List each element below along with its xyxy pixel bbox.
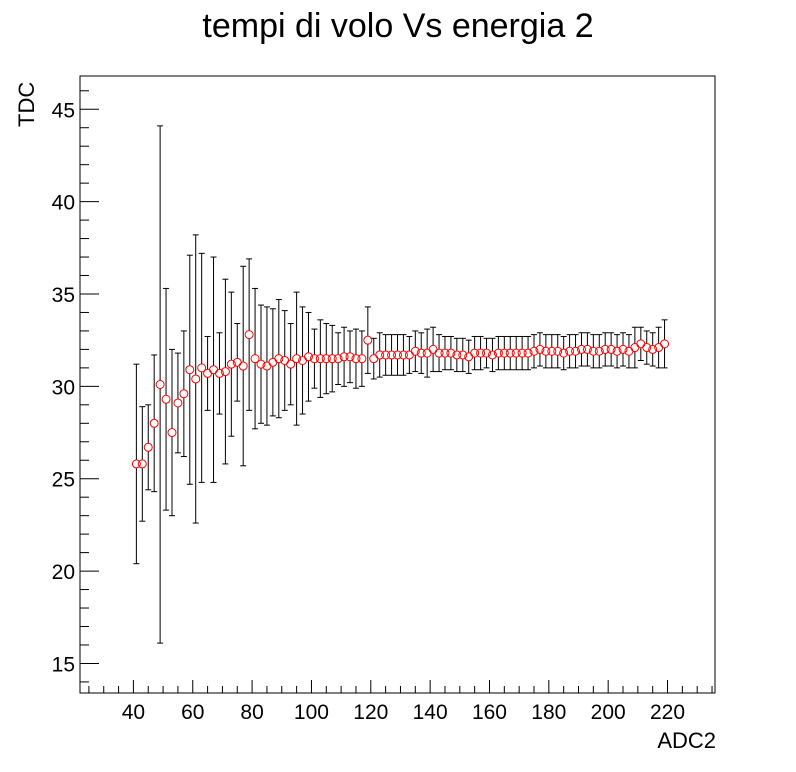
data-point	[167, 428, 177, 438]
data-point	[387, 350, 397, 360]
data-point	[648, 344, 658, 354]
data-point	[493, 348, 503, 358]
data-point	[416, 348, 426, 358]
data-point	[476, 348, 486, 358]
data-point	[143, 442, 153, 452]
data-point	[393, 350, 402, 360]
data-point	[535, 344, 545, 354]
data-point	[452, 350, 462, 360]
data-point	[511, 348, 521, 358]
y-tick-label: 35	[52, 284, 75, 307]
x-tick-label: 100	[294, 701, 329, 724]
data-point	[131, 459, 141, 469]
data-point	[191, 374, 201, 384]
data-point	[185, 365, 195, 375]
y-tick-label: 20	[52, 561, 75, 584]
data-point	[660, 339, 670, 349]
y-axis-label: TDC	[14, 82, 39, 127]
data-point	[375, 350, 385, 360]
data-point	[256, 359, 266, 369]
data-point	[582, 344, 592, 354]
data-point	[363, 335, 373, 345]
axes: 40 60 80 100 120 140 160 180 200 220 15 20 25 30 35 40 4…	[52, 90, 713, 724]
data-point	[547, 346, 557, 356]
data-point	[345, 352, 355, 362]
data-point	[523, 348, 533, 358]
x-tick-label: 40	[122, 701, 145, 724]
data-point	[606, 344, 616, 354]
data-point	[576, 344, 586, 354]
data-point	[339, 352, 349, 362]
data-point	[137, 459, 147, 469]
data-point	[309, 354, 319, 364]
data-point	[292, 354, 302, 364]
data-point	[173, 398, 183, 408]
data-point	[149, 418, 159, 428]
y-tick-label: 45	[52, 99, 75, 122]
data-point	[571, 346, 581, 356]
data-point	[642, 343, 652, 353]
data-point	[541, 346, 551, 356]
data-point	[303, 352, 313, 362]
data-point	[327, 354, 337, 364]
x-axis-label: ADC2	[657, 728, 716, 753]
data-point	[600, 344, 610, 354]
x-tick-label: 180	[531, 701, 566, 724]
data-point	[351, 354, 361, 364]
x-tick-label: 220	[650, 701, 685, 724]
data-point	[381, 350, 391, 360]
data-point	[315, 354, 325, 364]
data-point	[250, 354, 260, 364]
data-point	[588, 346, 598, 356]
data-point	[321, 354, 331, 364]
x-tick-label: 140	[413, 701, 448, 724]
data-point	[618, 344, 628, 354]
data-point	[505, 348, 515, 358]
data-point	[333, 354, 343, 364]
data-point	[482, 348, 492, 358]
y-tick-label: 15	[52, 653, 75, 676]
data-point	[529, 346, 539, 356]
y-tick-label: 40	[52, 192, 75, 215]
data-point	[434, 348, 444, 358]
data-point	[155, 380, 165, 389]
x-tick-label: 60	[181, 701, 204, 724]
y-tick-label: 25	[52, 469, 75, 492]
data-point	[226, 359, 236, 369]
data-point	[410, 346, 420, 356]
data-point	[161, 394, 171, 404]
data-point	[398, 350, 408, 360]
data-point	[220, 367, 230, 377]
x-tick-label: 160	[472, 701, 507, 724]
data-point	[553, 346, 563, 356]
data-point	[487, 350, 497, 360]
data-point	[565, 346, 575, 356]
x-tick-label: 120	[353, 701, 388, 724]
data-point	[214, 368, 224, 378]
plot-frame	[79, 75, 716, 694]
data-point	[446, 348, 456, 358]
data-marks	[131, 125, 670, 644]
data-point	[594, 346, 604, 356]
data-point	[238, 361, 248, 371]
data-point	[499, 348, 509, 358]
data-point	[357, 354, 367, 364]
y-tick-label: 30	[52, 376, 75, 399]
x-tick-label: 80	[240, 701, 263, 724]
data-point	[274, 354, 284, 364]
x-tick-label: 200	[591, 701, 626, 724]
data-point	[559, 348, 569, 358]
data-point	[517, 348, 527, 358]
data-point	[197, 363, 207, 373]
chart-title: tempi di volo Vs energia 2	[202, 7, 593, 45]
data-point	[470, 348, 480, 358]
data-point	[612, 346, 622, 356]
data-point	[458, 350, 468, 360]
data-point	[179, 389, 189, 399]
data-point	[286, 359, 296, 369]
data-point	[440, 348, 450, 358]
data-point	[244, 330, 254, 340]
